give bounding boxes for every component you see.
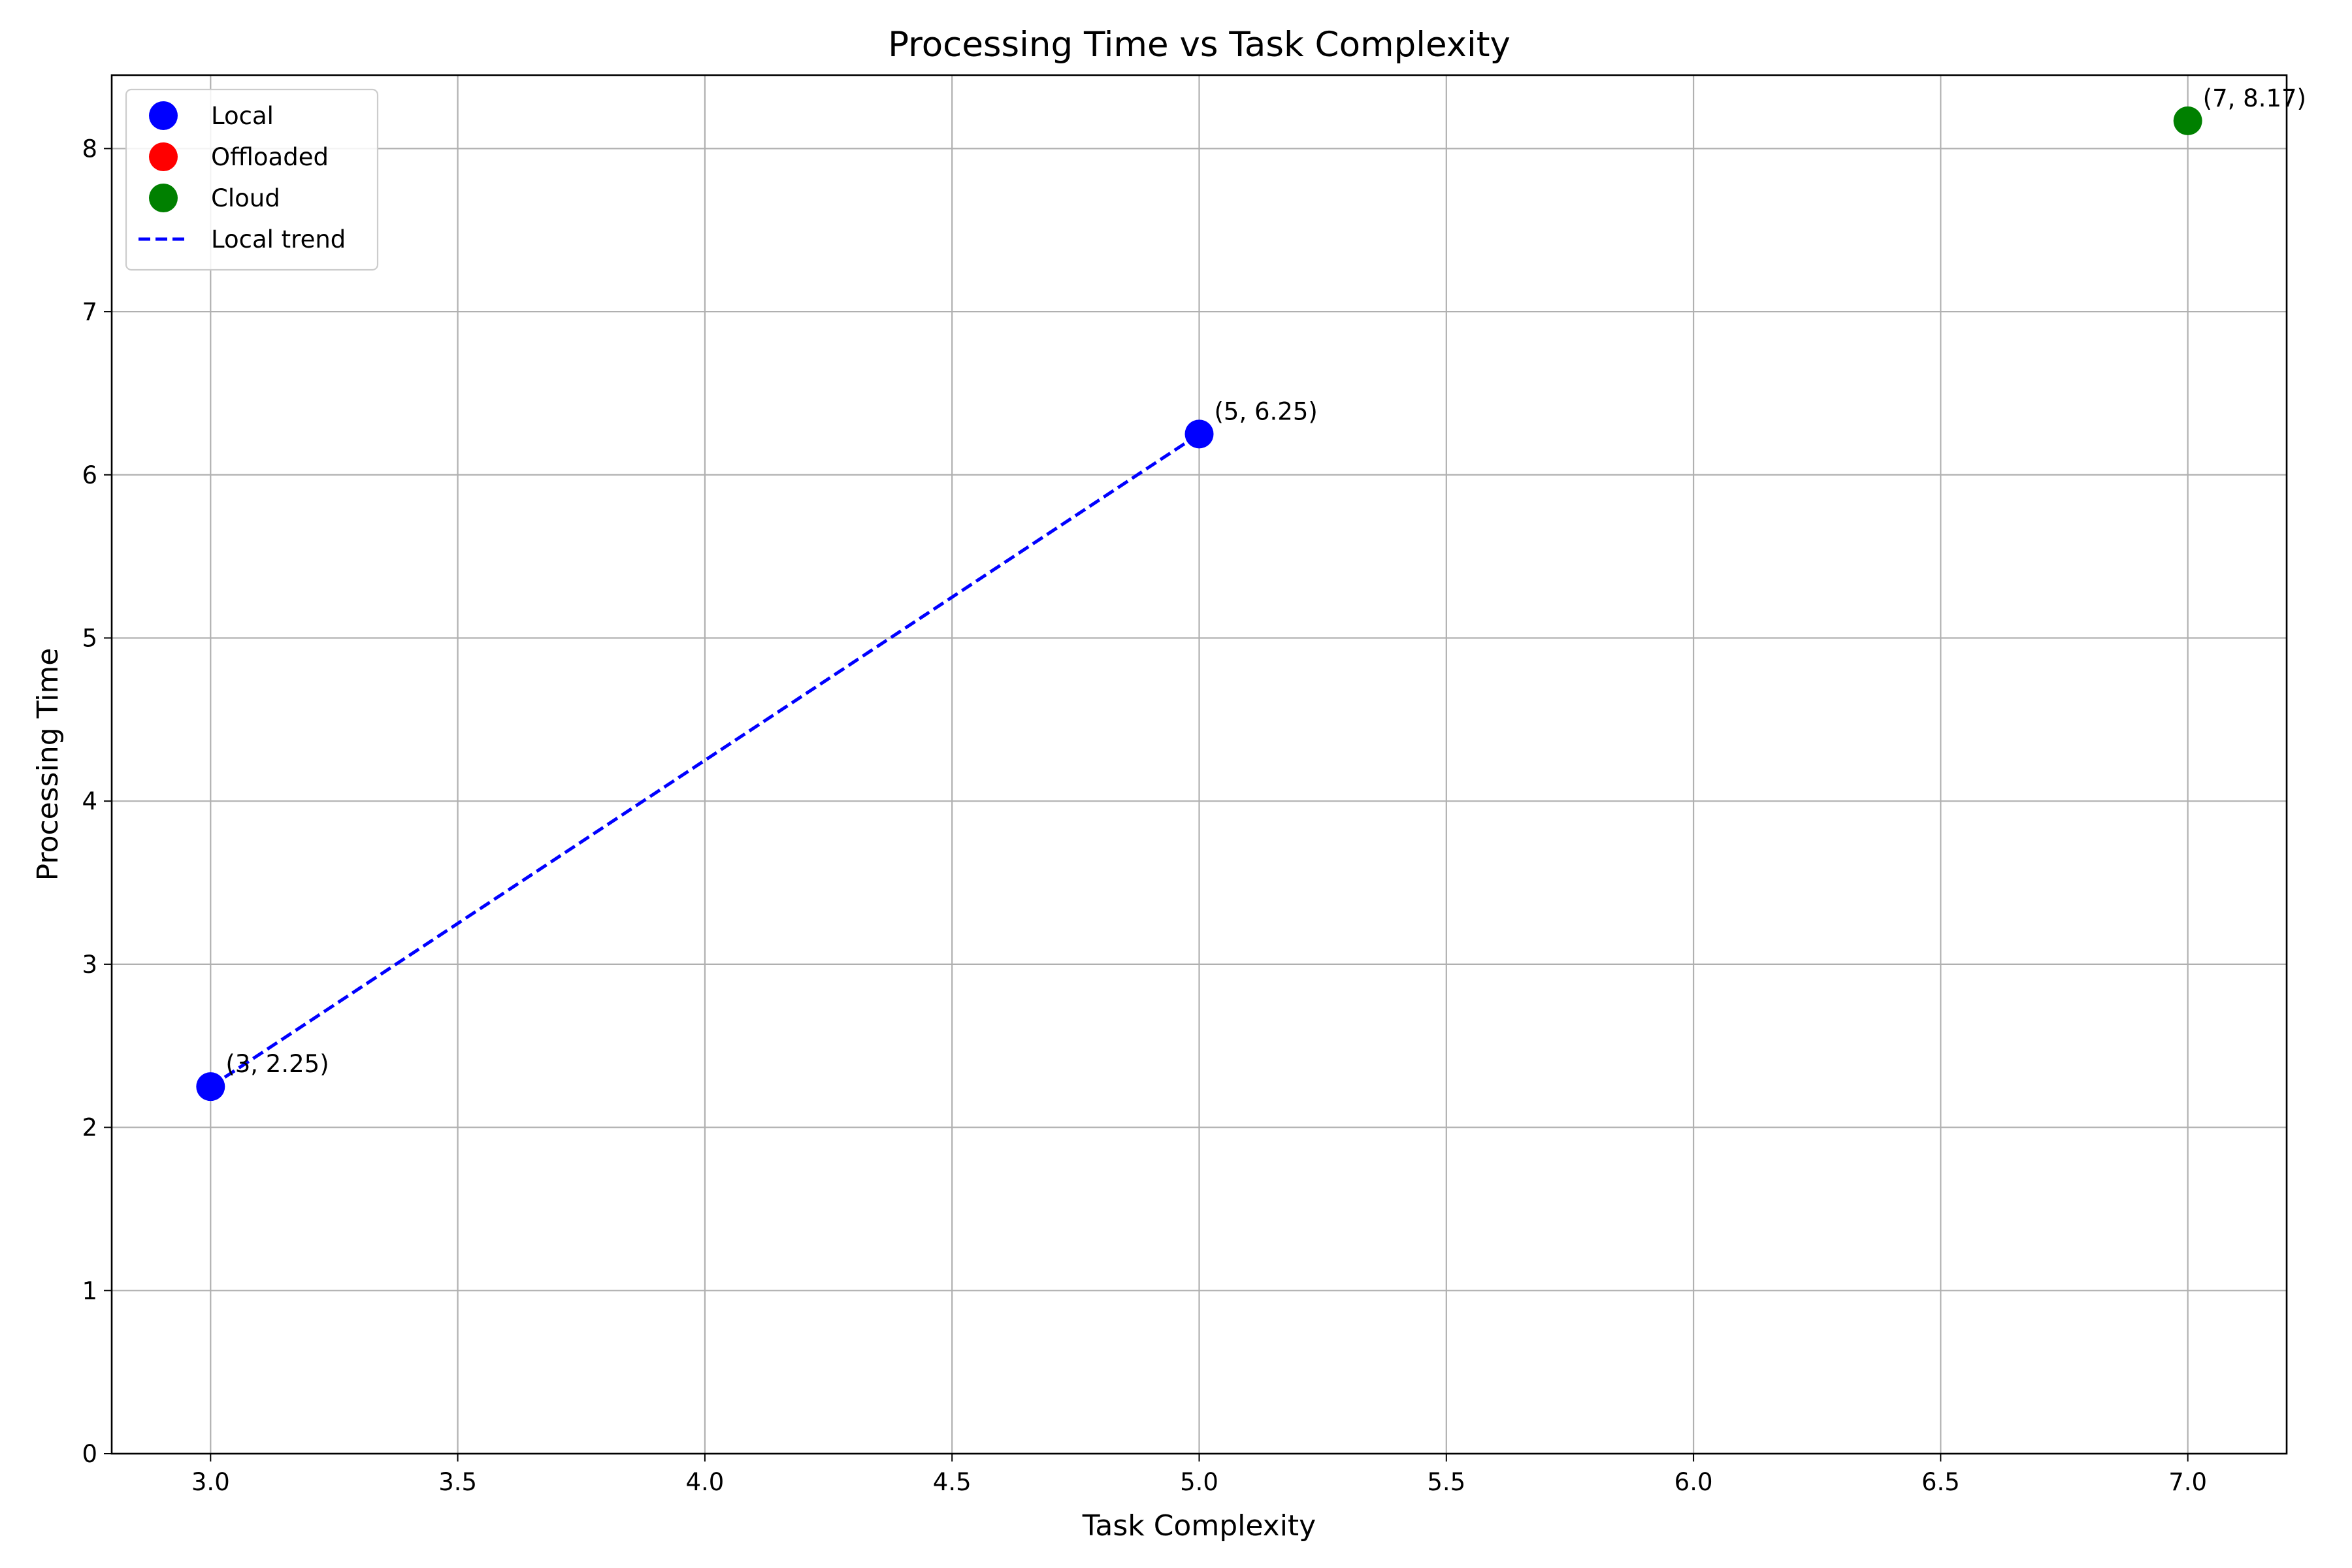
legend-marker-local xyxy=(149,101,178,130)
y-tick-label: 2 xyxy=(82,1114,97,1142)
data-series: (3, 2.25) (5, 6.25) (7, 8.17) xyxy=(196,84,2306,1102)
x-tick-label: 3.0 xyxy=(191,1468,230,1496)
local-point xyxy=(196,1072,225,1102)
legend-label: Cloud xyxy=(211,184,280,212)
chart-title: Processing Time vs Task Complexity xyxy=(888,25,1511,65)
local-trend-line xyxy=(209,433,1200,1088)
x-tick-label: 7.0 xyxy=(2168,1468,2207,1496)
y-tick-label: 0 xyxy=(82,1440,97,1468)
x-axis-label: Task Complexity xyxy=(1082,1509,1316,1543)
y-axis-label: Processing Time xyxy=(31,648,65,881)
y-tick-label: 1 xyxy=(82,1277,97,1305)
legend-label: Offloaded xyxy=(211,143,329,171)
x-tick-label: 4.0 xyxy=(685,1468,724,1496)
y-tick-label: 7 xyxy=(82,298,97,326)
legend-frame xyxy=(125,88,379,271)
axis-ticks: 3.0 3.5 4.0 4.5 5.0 5.5 6.0 6.5 7.0 0 1 2 3 4 5 6 7 8 xyxy=(82,135,2207,1496)
legend-marker-offloaded xyxy=(149,142,178,171)
x-tick-label: 4.5 xyxy=(933,1468,972,1496)
y-tick-label: 8 xyxy=(82,135,97,163)
point-annotation: (3, 2.25) xyxy=(225,1050,329,1078)
x-tick-label: 5.5 xyxy=(1427,1468,1465,1496)
legend: Local Offloaded Cloud Local trend xyxy=(125,88,379,271)
x-tick-label: 6.5 xyxy=(1921,1468,1960,1496)
y-tick-label: 3 xyxy=(82,951,97,979)
cloud-point xyxy=(2173,106,2202,135)
x-tick-label: 6.0 xyxy=(1674,1468,1713,1496)
local-point xyxy=(1184,419,1214,449)
x-tick-label: 5.0 xyxy=(1180,1468,1218,1496)
y-tick-label: 5 xyxy=(82,624,97,652)
x-tick-label: 3.5 xyxy=(438,1468,477,1496)
y-tick-label: 6 xyxy=(82,461,97,489)
point-annotation: (5, 6.25) xyxy=(1215,397,1318,425)
legend-marker-cloud xyxy=(149,184,178,212)
point-annotation: (7, 8.17) xyxy=(2203,84,2306,112)
legend-label: Local trend xyxy=(211,225,346,253)
y-tick-label: 4 xyxy=(82,787,97,815)
legend-label: Local xyxy=(211,102,274,130)
